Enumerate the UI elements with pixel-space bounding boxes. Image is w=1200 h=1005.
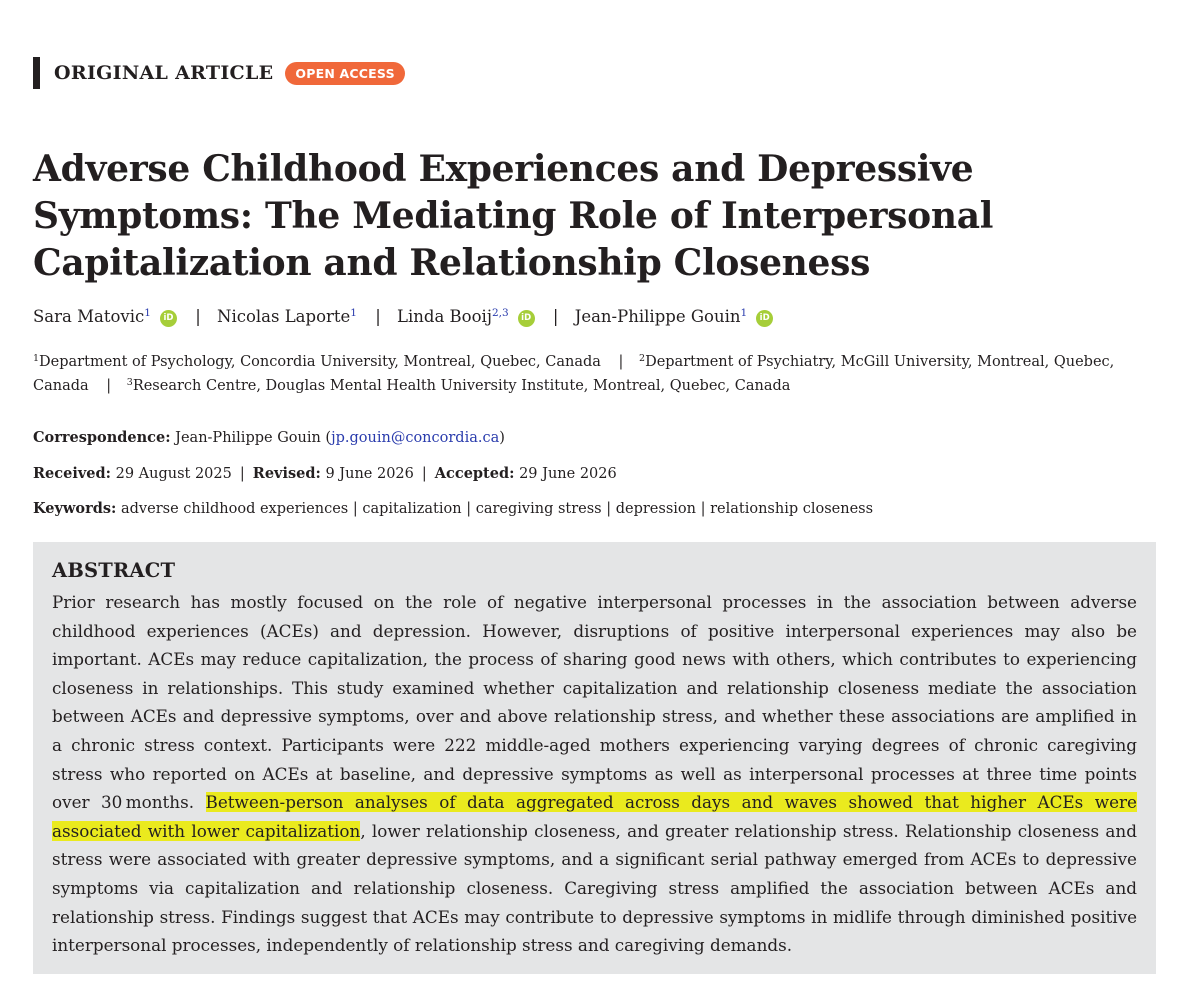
article-dates: Received: 29 August 2025 | Revised: 9 June…: [33, 465, 617, 482]
article-type-bar: [33, 57, 40, 89]
author-affil-sup[interactable]: 1: [144, 307, 151, 319]
author-separator: |: [552, 307, 559, 326]
author-separator: |: [195, 307, 201, 326]
article-type-label: ORIGINAL ARTICLE: [54, 62, 274, 84]
abstract-text-after: , lower relationship closeness, and grea…: [52, 820, 1137, 956]
affiliation-separator: |: [618, 354, 624, 370]
keyword[interactable]: depression: [615, 501, 696, 517]
affiliation-3: 3Research Centre, Douglas Mental Health …: [126, 377, 791, 394]
author-list: Sara Matovic1 iD | Nicolas Laporte1 | Lin…: [33, 305, 1173, 329]
author-1[interactable]: Sara Matovic1: [33, 307, 151, 326]
revised-label: Revised:: [252, 465, 321, 482]
revised-date: 9 June 2026: [325, 466, 414, 482]
correspondence: Correspondence: Jean-Philippe Gouin (jp.…: [33, 429, 505, 446]
keywords-label: Keywords:: [33, 500, 117, 517]
affiliation-2: 2Department of Psychiatry, McGill Univer…: [33, 353, 1115, 394]
correspondence-email-link[interactable]: jp.gouin@concordia.ca: [331, 430, 500, 446]
keywords: Keywords: adverse childhood experiences …: [33, 500, 874, 517]
orcid-icon[interactable]: iD: [756, 310, 774, 327]
keyword[interactable]: adverse childhood experiences: [121, 501, 349, 517]
author-4[interactable]: Jean-Philippe Gouin1: [574, 307, 748, 326]
correspondence-name: Jean-Philippe Gouin: [175, 430, 321, 446]
article-type-header: ORIGINAL ARTICLE OPEN ACCESS: [33, 56, 405, 90]
affiliation-1: 1Department of Psychology, Concordia Uni…: [33, 353, 601, 370]
keyword[interactable]: relationship closeness: [710, 501, 874, 517]
author-affil-sup[interactable]: 2,3: [491, 307, 509, 319]
orcid-icon[interactable]: iD: [159, 310, 177, 327]
affiliation-separator: |: [106, 378, 112, 394]
author-3[interactable]: Linda Booij2,3: [397, 307, 509, 326]
abstract-text: Prior research has mostly focused on the…: [52, 588, 1137, 960]
accepted-label: Accepted:: [434, 465, 515, 482]
author-affil-sup[interactable]: 1: [740, 307, 748, 319]
accepted-date: 29 June 2026: [519, 466, 617, 482]
affiliations: 1Department of Psychology, Concordia Uni…: [33, 350, 1143, 398]
orcid-icon[interactable]: iD: [517, 310, 535, 327]
correspondence-label: Correspondence:: [33, 429, 171, 446]
keyword[interactable]: capitalization: [362, 501, 462, 517]
abstract-text-before: Prior research has mostly focused on the…: [52, 592, 1137, 813]
author-separator: |: [375, 307, 381, 326]
abstract-heading: ABSTRACT: [52, 559, 176, 582]
article-title: Adverse Childhood Experiences and Depres…: [33, 148, 994, 284]
abstract-box: ABSTRACT Prior research has mostly focus…: [33, 542, 1156, 974]
open-access-badge: OPEN ACCESS: [285, 61, 405, 85]
keyword[interactable]: caregiving stress: [475, 501, 602, 517]
author-affil-sup[interactable]: 1: [350, 307, 357, 319]
author-2[interactable]: Nicolas Laporte1: [217, 307, 357, 326]
received-label: Received:: [33, 465, 111, 482]
received-date: 29 August 2025: [115, 466, 232, 482]
